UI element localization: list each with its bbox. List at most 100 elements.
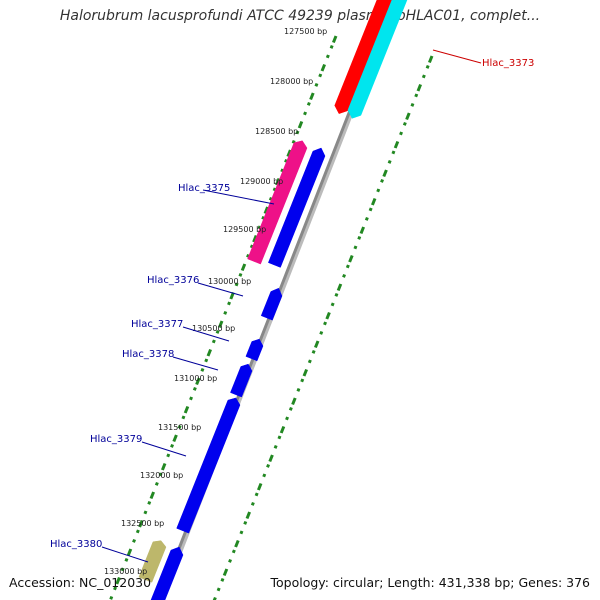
outer-tick-mark	[342, 273, 346, 278]
inner-tick-mark	[113, 586, 117, 591]
gene-hlac-3376	[260, 287, 283, 321]
tick-label-11: 133000 bp	[104, 567, 147, 576]
inner-tick-mark	[143, 510, 148, 515]
gene-label-4: Hlac_3378	[122, 349, 174, 360]
inner-tick-mark	[263, 206, 269, 215]
inner-tick-mark	[223, 310, 228, 315]
inner-tick-mark	[126, 548, 133, 557]
inner-tick-mark	[227, 301, 231, 306]
gene-hlac-3379	[176, 397, 241, 534]
gene-hlac-3377	[245, 338, 264, 362]
gene-labels: Hlac_3373 Hlac_3375 Hlac_3376 Hlac_3377 Hlac…	[50, 49, 534, 563]
outer-tick-mark	[376, 188, 381, 193]
outer-tick-mark	[319, 330, 324, 335]
outer-tick-mark	[421, 74, 426, 79]
outer-tick-mark	[296, 387, 301, 392]
gene-label-1: Hlac_3375	[178, 183, 230, 194]
tick-label-3: 129000 bp	[240, 177, 283, 186]
outer-tick-mark	[262, 473, 267, 478]
inner-tick-mark	[284, 158, 288, 163]
inner-tick-mark	[286, 149, 292, 158]
position-tick-labels: 127500 bp 128000 bp 128500 bp 129000 bp 1295…	[104, 27, 327, 576]
outer-tick-ring	[212, 55, 434, 600]
inner-tick-mark	[268, 196, 273, 201]
inner-tick-mark	[192, 386, 197, 391]
gene-label-leader-2	[197, 282, 244, 297]
outer-tick-mark	[216, 587, 221, 592]
outer-tick-mark	[268, 454, 274, 463]
inner-tick-mark	[275, 177, 281, 186]
inner-tick-mark	[109, 595, 114, 600]
gene-features	[138, 0, 408, 600]
inner-tick-mark	[138, 519, 144, 528]
outer-tick-mark	[402, 121, 407, 126]
inner-tick-mark	[249, 244, 254, 249]
outer-tick-mark	[212, 596, 217, 600]
outer-tick-mark	[345, 264, 350, 269]
inner-tick-mark	[295, 130, 300, 135]
outer-tick-mark	[428, 55, 434, 64]
inner-tick-mark	[161, 462, 167, 471]
gene-label-leader-1	[202, 189, 275, 205]
outer-tick-mark	[325, 311, 331, 320]
tick-label-6: 130500 bp	[192, 324, 235, 333]
gene-label-leader-5	[141, 441, 187, 457]
outer-tick-mark	[410, 102, 415, 107]
outer-tick-mark	[387, 159, 392, 164]
inner-tick-mark	[257, 225, 262, 230]
inner-tick-mark	[318, 73, 323, 78]
outer-tick-mark	[277, 435, 282, 440]
outer-tick-mark	[323, 321, 327, 326]
inner-tick-mark	[314, 82, 319, 87]
outer-tick-mark	[254, 492, 259, 497]
gene-label-3: Hlac_3377	[131, 319, 183, 330]
outer-tick-mark	[380, 178, 384, 183]
outer-tick-mark	[300, 378, 305, 383]
outer-tick-mark	[250, 501, 255, 506]
gene-label-leader-3	[182, 326, 230, 342]
inner-tick-mark	[309, 92, 315, 101]
inner-tick-mark	[177, 424, 182, 429]
outer-tick-mark	[311, 349, 316, 354]
inner-tick-mark	[215, 329, 220, 334]
outer-tick-mark	[416, 83, 422, 92]
outer-tick-mark	[243, 520, 248, 525]
inner-tick-mark	[218, 320, 224, 329]
outer-tick-mark	[291, 397, 297, 406]
map-title: Halorubrum lacusprofundi ATCC 49239 plas…	[59, 8, 541, 24]
tick-label-5: 130000 bp	[208, 277, 251, 286]
outer-tick-mark	[391, 150, 396, 155]
outer-tick-mark	[359, 226, 365, 235]
tick-label-4: 129500 bp	[223, 225, 266, 234]
outer-tick-mark	[239, 530, 244, 535]
outer-tick-mark	[348, 254, 354, 263]
inner-tick-mark	[234, 282, 239, 287]
outer-tick-mark	[257, 482, 263, 491]
tick-label-8: 131500 bp	[158, 423, 201, 432]
outer-tick-mark	[285, 416, 289, 421]
outer-tick-mark	[357, 235, 362, 240]
inner-tick-mark	[170, 443, 174, 448]
gene-label-leader-6	[101, 546, 149, 563]
inner-tick-mark	[181, 415, 186, 420]
outer-tick-mark	[425, 64, 430, 69]
outer-tick-mark	[234, 539, 240, 548]
inner-tick-mark	[329, 44, 334, 49]
inner-tick-mark	[200, 367, 205, 372]
inner-tick-mark	[195, 377, 201, 386]
inner-tick-mark	[158, 472, 163, 477]
inner-tick-mark	[211, 339, 216, 344]
inner-tick-mark	[246, 253, 250, 258]
tick-label-9: 132000 bp	[140, 471, 183, 480]
inner-tick-mark	[135, 529, 140, 534]
gene-label-leader-0	[432, 49, 482, 64]
outer-tick-mark	[405, 112, 411, 121]
outer-tick-mark	[273, 444, 278, 449]
outer-tick-mark	[245, 511, 251, 520]
inner-tick-mark	[206, 348, 212, 357]
outer-tick-mark	[334, 292, 339, 297]
inner-tick-mark	[189, 396, 193, 401]
inner-tick-mark	[132, 538, 136, 543]
